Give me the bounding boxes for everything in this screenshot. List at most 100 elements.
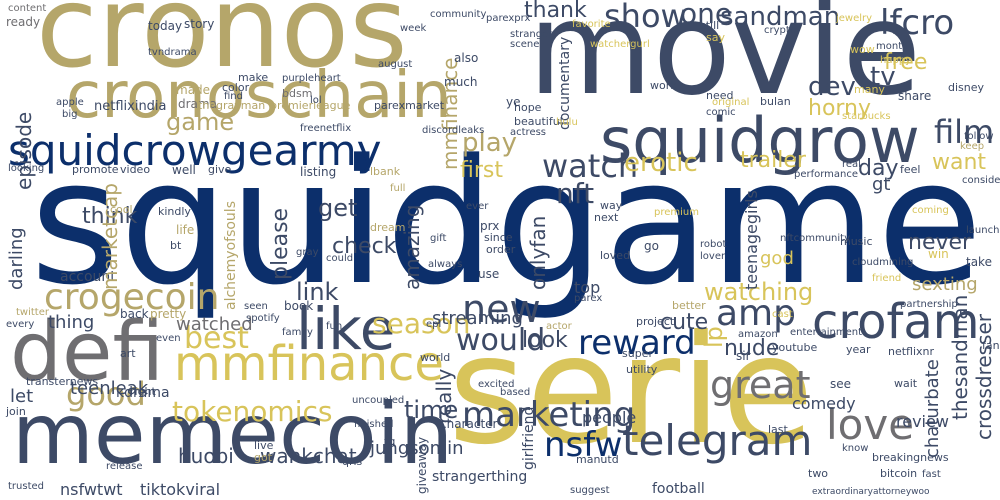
word-make: make	[238, 71, 269, 84]
word-marketing: marketing	[462, 395, 636, 435]
word-excited: excited	[478, 379, 515, 390]
word-thesandman: thesandman	[948, 294, 972, 420]
word-every: every	[6, 319, 35, 330]
word-character: character	[440, 417, 498, 431]
word-would: would	[456, 323, 546, 358]
word-look: look	[522, 328, 568, 353]
word-could: could	[326, 253, 354, 264]
word-nft: nft	[556, 177, 595, 210]
word-darling: darling	[6, 227, 27, 290]
word-win: win	[928, 247, 949, 261]
word-netflixnr: netflixnr	[888, 345, 935, 358]
word-hulu: hulu	[556, 117, 578, 128]
word-film: film	[934, 113, 995, 151]
word-freenetflix: freenetflix	[300, 123, 352, 134]
word-way: way	[600, 199, 623, 212]
word-crypto: crypto	[764, 25, 796, 36]
word-sandman: sandman	[720, 2, 841, 32]
word-ready: ready	[6, 15, 41, 29]
word-color: color	[222, 81, 250, 94]
word-squidgrow: squidgrow	[600, 104, 920, 177]
word-erotic: erotic	[624, 148, 698, 178]
word-defi: defi	[10, 305, 165, 400]
word-marketcap: marketcap	[98, 183, 122, 290]
word-serie: serie	[448, 304, 815, 478]
word-bulan: bulan	[760, 95, 791, 108]
word-tiktokviral: tiktokviral	[140, 480, 221, 499]
word-disney: disney	[948, 81, 985, 94]
word-many: many	[854, 83, 885, 96]
word-nude: nude	[724, 336, 780, 361]
word-order: order	[486, 243, 516, 256]
word-day: day	[858, 156, 899, 181]
word-scene: scene	[510, 39, 540, 50]
word-stranger: stranger	[510, 29, 553, 40]
word-video: video	[120, 163, 151, 176]
word-cloudmining: cloudmining	[852, 257, 914, 268]
word-think: think	[82, 204, 138, 229]
word-always: always	[428, 259, 463, 270]
word-favorite: favorite	[572, 19, 611, 30]
word-today: today	[148, 19, 183, 33]
word-friend: friend	[872, 273, 902, 284]
word-game: game	[166, 108, 235, 136]
word-gt: gt	[872, 174, 891, 195]
word-nsfwtwt: nsfwtwt	[60, 480, 123, 499]
word-show: show	[604, 0, 687, 35]
word-cronos: cronos	[36, 0, 408, 93]
word-month: month	[876, 41, 909, 52]
word-two: two	[808, 467, 829, 480]
word-promote: promote	[72, 163, 119, 176]
word-parexmarket: parexmarket	[374, 99, 445, 112]
word-review: review	[896, 412, 949, 431]
word-amazing: amazing	[400, 204, 424, 290]
word-spotify: spotify	[246, 313, 280, 324]
word-twitter: twitter	[16, 307, 49, 318]
word-got: got	[254, 451, 273, 464]
word-girlfriend: girlfriend	[521, 406, 537, 470]
word-dream: dream	[370, 221, 406, 234]
word-streaming: streaming	[432, 308, 523, 329]
word-suggest: suggest	[570, 485, 610, 496]
word-qris: qris	[342, 455, 363, 468]
word-happy: happy	[880, 55, 912, 66]
word-teenleak: teenleak	[70, 378, 149, 399]
word-jewelry: jewelry	[836, 13, 873, 24]
word-amp: amp	[716, 293, 796, 334]
word-watched: watched	[176, 314, 253, 335]
word-chaturbate: chaturbate	[922, 359, 943, 458]
word-want: want	[932, 150, 987, 175]
word-share: share	[898, 89, 932, 103]
word-discordleaks: discordleaks	[422, 125, 485, 136]
word-loved: loved	[600, 249, 631, 262]
word-say: say	[706, 31, 725, 44]
word-check: check	[332, 234, 397, 259]
word-cute: cute	[660, 310, 709, 335]
word-year: year	[846, 343, 871, 356]
word-horny: horny	[808, 96, 872, 121]
word-listing: listing	[300, 165, 337, 179]
word-people: people	[582, 408, 637, 427]
word-performance: performance	[794, 169, 859, 180]
word-full: full	[390, 183, 406, 194]
word-sir: sir	[736, 349, 751, 363]
word-life: life	[176, 223, 195, 237]
word-first: first	[460, 158, 503, 183]
word-next: next	[594, 211, 619, 224]
word-back: back	[120, 307, 149, 321]
word-wait: wait	[894, 377, 918, 390]
word-hope: hope	[514, 101, 542, 114]
word-watching: watching	[704, 278, 814, 306]
word-lfcro: lfcro	[880, 3, 955, 43]
word-alchemyofsouls: alchemyofsouls	[223, 201, 239, 310]
word-robot: robot	[700, 239, 727, 250]
word-still: still	[700, 19, 720, 32]
word-kdrama: kdrama	[116, 385, 170, 401]
word-telegram: telegram	[622, 416, 813, 465]
word-amazon: amazon	[738, 329, 778, 340]
word-coming: coming	[912, 205, 949, 216]
word-utility: utility	[626, 363, 658, 376]
word-breakingnews: breakingnews	[872, 451, 949, 464]
word-bitcoin: bitcoin	[880, 467, 918, 480]
